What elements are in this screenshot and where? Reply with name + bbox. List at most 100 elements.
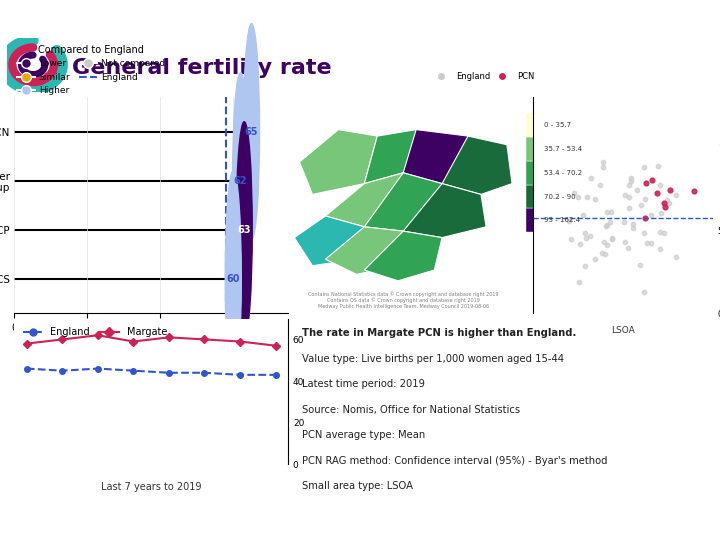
Polygon shape	[403, 130, 481, 184]
Point	[572, 193, 583, 201]
Margate	[271, 342, 280, 349]
Point	[655, 209, 667, 218]
Point	[580, 262, 591, 271]
England	[58, 367, 67, 374]
Point	[634, 261, 646, 269]
Bar	[526, 113, 539, 137]
Circle shape	[243, 24, 259, 240]
Point	[659, 228, 670, 237]
Point	[640, 179, 652, 188]
Legend: Lower, Similar, Higher, Not compared, England: Lower, Similar, Higher, Not compared, En…	[14, 41, 168, 99]
Point	[605, 218, 616, 226]
Point	[600, 222, 612, 231]
Point	[631, 186, 642, 194]
Point	[645, 239, 657, 248]
Text: Latest time period: 2019: Latest time period: 2019	[302, 379, 426, 389]
Polygon shape	[403, 184, 486, 238]
Polygon shape	[294, 216, 364, 266]
Text: 65: 65	[245, 126, 258, 137]
Point	[639, 195, 651, 204]
Point	[564, 234, 576, 243]
Point	[635, 200, 647, 209]
Point	[590, 255, 601, 264]
Point	[619, 238, 631, 246]
Point	[563, 217, 575, 225]
Point	[663, 199, 675, 208]
Margate	[200, 336, 209, 343]
Text: 53.4 - 70.2: 53.4 - 70.2	[544, 170, 582, 176]
Point	[623, 203, 634, 212]
Text: 0 - 35.7: 0 - 35.7	[544, 122, 571, 129]
Text: 14: 14	[9, 12, 30, 27]
Point	[665, 186, 676, 194]
Margate	[94, 332, 102, 339]
Point	[580, 228, 591, 237]
Point	[618, 218, 630, 226]
Text: Source: Nomis, Office for National Statistics: Source: Nomis, Office for National Stati…	[302, 404, 521, 415]
England	[94, 366, 102, 372]
Polygon shape	[364, 130, 442, 184]
Point	[623, 192, 634, 201]
England	[165, 369, 174, 376]
Line: Margate: Margate	[24, 333, 279, 348]
Point	[624, 180, 635, 189]
Point	[654, 180, 665, 189]
Point	[654, 245, 665, 253]
Text: Contains National Statistics data © Crown copyright and database right 2019
Cont: Contains National Statistics data © Crow…	[308, 291, 498, 309]
Text: LSOA: LSOA	[611, 326, 634, 335]
Point	[598, 238, 609, 246]
England	[271, 372, 280, 378]
Point	[585, 174, 597, 183]
Circle shape	[225, 171, 241, 387]
Point	[584, 232, 595, 240]
Point	[654, 227, 666, 236]
Point	[575, 239, 586, 248]
Margate	[22, 340, 31, 347]
Polygon shape	[442, 136, 512, 194]
Text: 93 - 162.4: 93 - 162.4	[544, 217, 580, 224]
Text: Small area type: LSOA: Small area type: LSOA	[302, 481, 413, 491]
Point	[661, 195, 672, 204]
Point	[598, 158, 609, 166]
Circle shape	[233, 73, 248, 289]
Bar	[526, 137, 539, 161]
Point	[660, 202, 671, 211]
Polygon shape	[325, 227, 403, 274]
Point	[573, 278, 585, 287]
Point	[623, 244, 634, 252]
Point	[601, 221, 613, 230]
Text: Value type: Live births per 1,000 women aged 15-44: Value type: Live births per 1,000 women …	[302, 354, 564, 363]
Point	[627, 224, 639, 233]
Point	[568, 188, 580, 197]
England	[129, 367, 138, 374]
Circle shape	[236, 122, 252, 338]
Point	[619, 191, 631, 199]
Point	[601, 207, 613, 216]
Point	[638, 163, 649, 172]
Bar	[526, 185, 539, 208]
Text: 70.2 - 90: 70.2 - 90	[544, 193, 575, 200]
Polygon shape	[364, 231, 442, 281]
Text: Last 7 years to 2019: Last 7 years to 2019	[101, 482, 202, 492]
Bar	[526, 208, 539, 232]
Bar	[526, 161, 539, 185]
Point	[626, 174, 637, 183]
Text: PCN RAG method: Confidence interval (95%) - Byar's method: PCN RAG method: Confidence interval (95%…	[302, 456, 608, 465]
Point	[651, 189, 662, 198]
Point	[606, 233, 618, 242]
Point	[670, 253, 682, 262]
Point	[602, 241, 613, 249]
Text: 62: 62	[234, 176, 248, 186]
Point	[596, 249, 608, 258]
Point	[600, 249, 611, 258]
Point	[670, 191, 681, 199]
Point	[627, 220, 639, 228]
Point	[646, 176, 657, 185]
Text: 35.7 - 53.4: 35.7 - 53.4	[544, 146, 582, 152]
Point	[582, 193, 593, 202]
Point	[652, 161, 664, 170]
Margate	[165, 334, 174, 341]
Text: PCN average type: Mean: PCN average type: Mean	[302, 430, 426, 440]
Point	[606, 235, 618, 244]
Line: England: England	[24, 366, 279, 377]
